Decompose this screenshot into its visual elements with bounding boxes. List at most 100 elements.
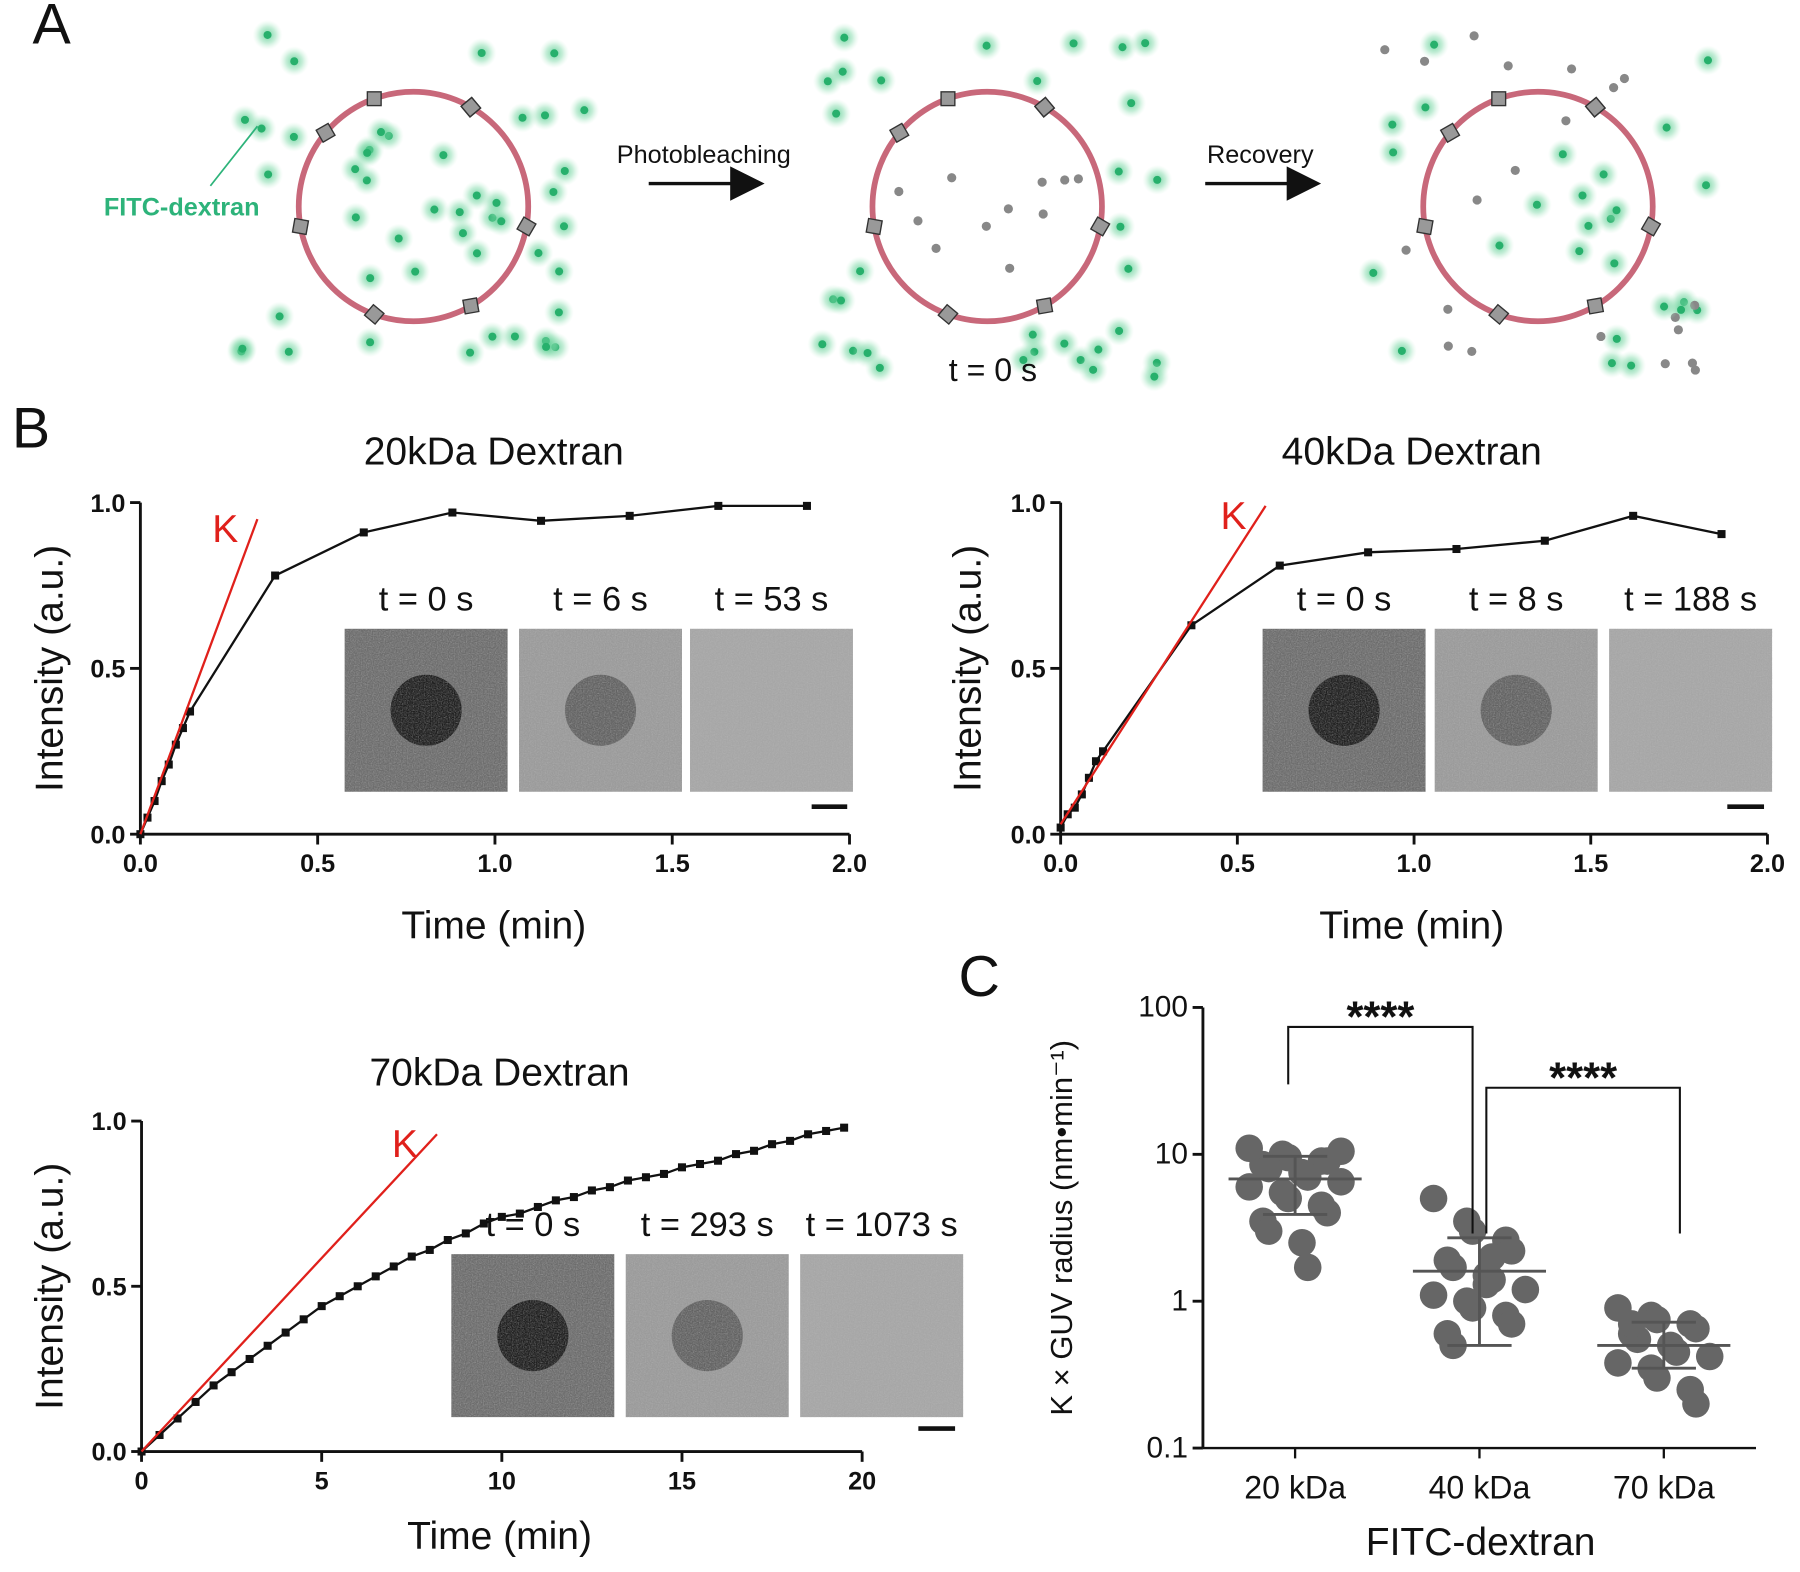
pore bbox=[1089, 216, 1111, 237]
molecule bbox=[856, 267, 865, 276]
inset-noise bbox=[1434, 628, 1598, 792]
fit-annotation: K bbox=[1220, 495, 1246, 538]
data-point bbox=[178, 724, 187, 733]
inset-label: t = 188 s bbox=[1624, 580, 1757, 618]
data-point bbox=[299, 1315, 308, 1324]
data-point bbox=[157, 777, 166, 786]
panel-label: C bbox=[959, 945, 1000, 1009]
molecule bbox=[238, 344, 247, 353]
data-point bbox=[1070, 803, 1079, 812]
molecule bbox=[1028, 330, 1037, 339]
data-point bbox=[1077, 790, 1086, 799]
x-tick-label: 0.5 bbox=[300, 850, 335, 878]
fit-line bbox=[139, 518, 259, 835]
data-point bbox=[1695, 1342, 1724, 1371]
molecule bbox=[1599, 170, 1608, 179]
data-point bbox=[281, 1328, 290, 1337]
molecule bbox=[1532, 200, 1541, 209]
step-label: Recovery bbox=[1207, 141, 1314, 169]
molecule bbox=[257, 124, 266, 133]
data-point bbox=[425, 1245, 434, 1254]
data-point bbox=[173, 1414, 182, 1423]
y-tick-label: 1.0 bbox=[1011, 490, 1046, 518]
pore bbox=[315, 122, 336, 144]
data-point bbox=[677, 1163, 687, 1172]
data-point bbox=[1629, 511, 1638, 520]
pore bbox=[1586, 297, 1605, 315]
data-point bbox=[497, 1212, 506, 1221]
molecule bbox=[1114, 167, 1123, 176]
data-point bbox=[713, 1156, 723, 1165]
data-point bbox=[1099, 747, 1108, 756]
molecule bbox=[1612, 334, 1621, 343]
x-tick-label: 1.5 bbox=[1573, 850, 1608, 878]
data-point bbox=[171, 740, 180, 749]
data-point bbox=[641, 1173, 650, 1182]
y-axis-label: Intensity (a.u.) bbox=[946, 545, 989, 792]
molecule bbox=[1389, 148, 1398, 157]
molecule bbox=[455, 208, 464, 217]
data-point bbox=[150, 797, 159, 806]
data-point bbox=[263, 1341, 272, 1350]
molecule bbox=[1060, 339, 1069, 348]
molecule bbox=[542, 342, 551, 351]
bleached-molecule bbox=[1038, 209, 1048, 219]
x-tick-label: 0.5 bbox=[1220, 850, 1255, 878]
bleached-molecule bbox=[1073, 174, 1083, 184]
step-label: Photobleaching bbox=[617, 141, 791, 169]
molecule bbox=[555, 267, 564, 276]
bleached-molecule bbox=[1419, 56, 1430, 66]
data-point bbox=[1187, 621, 1196, 630]
data-point bbox=[1327, 1168, 1355, 1196]
molecule bbox=[488, 332, 497, 341]
label-leader bbox=[209, 125, 259, 187]
molecule bbox=[366, 274, 375, 283]
molecule bbox=[1115, 326, 1124, 335]
pore bbox=[1033, 96, 1056, 118]
bleached-molecule bbox=[913, 216, 923, 226]
molecule bbox=[863, 349, 872, 358]
pore bbox=[1640, 216, 1662, 237]
pore bbox=[1439, 122, 1461, 144]
data-point bbox=[353, 1282, 362, 1291]
data-point bbox=[1254, 1217, 1283, 1245]
x-axis-label: Time (min) bbox=[401, 905, 586, 948]
molecule bbox=[840, 33, 849, 42]
bleached-molecule bbox=[1566, 64, 1577, 74]
chart-title: 70kDa Dextran bbox=[369, 1051, 629, 1094]
molecule bbox=[580, 106, 589, 115]
data-point bbox=[155, 1430, 164, 1440]
molecule bbox=[1116, 222, 1125, 231]
molecule bbox=[492, 198, 501, 207]
y-tick-label: 0.5 bbox=[1011, 656, 1046, 684]
molecule bbox=[1584, 221, 1593, 230]
data-point bbox=[1472, 1270, 1501, 1299]
y-tick-label: 1.0 bbox=[90, 490, 125, 518]
x-tick-label: 0.0 bbox=[1043, 850, 1078, 878]
data-point bbox=[1662, 1338, 1691, 1366]
data-point bbox=[227, 1368, 236, 1377]
molecule bbox=[1388, 120, 1397, 129]
inset-noise bbox=[1609, 628, 1773, 792]
data-point bbox=[407, 1252, 416, 1261]
data-point bbox=[359, 528, 368, 537]
molecule bbox=[472, 249, 482, 258]
data-point bbox=[443, 1236, 452, 1245]
molecule bbox=[351, 165, 360, 174]
data-point bbox=[245, 1354, 254, 1364]
pore bbox=[462, 297, 480, 315]
molecule bbox=[1610, 259, 1619, 268]
bleached-molecule bbox=[1037, 177, 1047, 187]
data-point bbox=[786, 1136, 795, 1145]
data-point bbox=[448, 508, 457, 517]
molecule bbox=[376, 128, 386, 137]
molecule bbox=[1703, 56, 1712, 65]
bleached-molecule bbox=[1510, 165, 1520, 176]
x-tick-label: 40 kDa bbox=[1429, 1470, 1531, 1506]
data-point bbox=[804, 1130, 813, 1139]
schematic-label: FITC-dextran bbox=[104, 194, 260, 222]
panel-label: A bbox=[33, 0, 72, 57]
y-axis-label: K × GUV radius (nm•min⁻¹) bbox=[1044, 1040, 1079, 1416]
pore bbox=[1416, 217, 1434, 236]
